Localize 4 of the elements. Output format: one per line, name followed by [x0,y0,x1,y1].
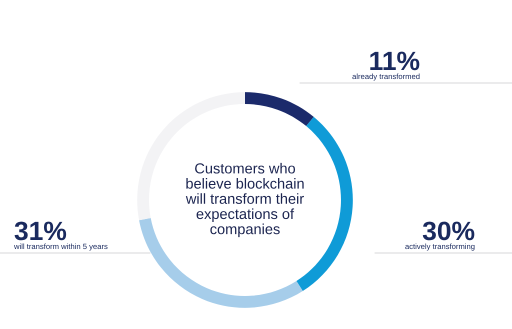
text: Customers who believe blockchain will transform their expectations of companies [186,162,304,238]
data-label: 30% [422,222,474,240]
data-label: 31% [14,222,66,240]
data-label: 11% [370,52,420,70]
